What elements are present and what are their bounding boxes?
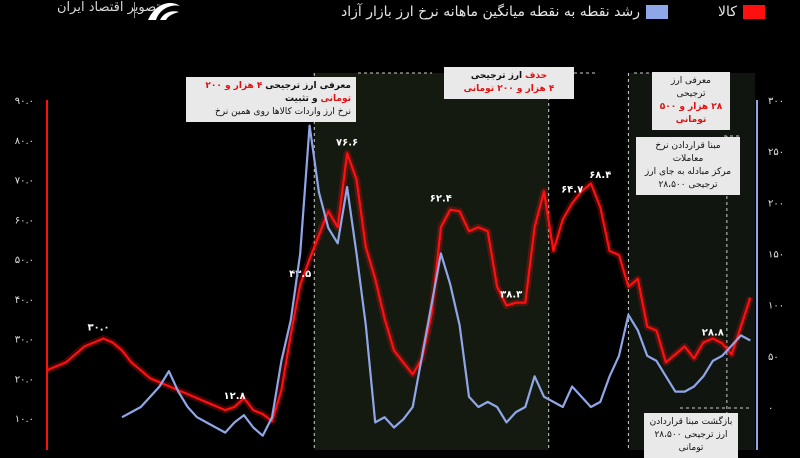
left-axis-tick-label: ۹۰.۰ (15, 96, 34, 107)
annotation-line: مبنا قراردادن نرخ معاملات (655, 141, 721, 164)
right-axis-tick-label: ۰ (768, 403, 773, 414)
annotation-line: نرخ ارز واردات کالاها روی همین نرخ (215, 107, 351, 117)
period-shade-4200 (314, 73, 549, 450)
right-axis-tick-label: ۱۰۰ (768, 301, 784, 312)
right-axis-tick-label: ۲۵۰ (768, 147, 784, 158)
left-axis-tick-label: ۶۰.۰ (15, 215, 34, 226)
annotation-line: بازگشت مبنا قراردادن (649, 417, 733, 427)
right-axis-tick-label: ۲۰۰ (768, 198, 784, 209)
data-label: ۲۸.۸ (702, 327, 724, 338)
annotation-text-highlight: ۲۸ هزار و ۵۰۰ تومانی (659, 102, 723, 125)
annotation-line: حذف ارز ترجیحی (449, 70, 569, 83)
annotation-line: ارز ترجیحی ۲۸،۵۰۰ (654, 430, 728, 440)
data-label: ۳۸.۳ (500, 290, 522, 301)
left-axis-tick-label: ۴۰.۰ (15, 295, 34, 306)
annotation-text: و تثبیت (285, 94, 318, 104)
legend-item-fx-growth: رشد نقطه به نقطه میانگین ماهانه نرخ ارز … (335, 2, 668, 22)
left-axis-tick-label: ۵۰.۰ (15, 255, 34, 266)
annotation-box-exchange-center-rate: مبنا قراردادن نرخ معاملات مرکز مبادله به… (636, 137, 740, 195)
brand-logo-icon (148, 2, 180, 20)
series-line-commodity (46, 152, 752, 423)
left-axis-tick-label: ۳۰.۰ (15, 335, 34, 346)
annotation-line: مرکز مبادله به جای ارز (644, 167, 732, 177)
data-label: ۳۰.۰ (88, 323, 110, 334)
brand-name: تصویر اقتصاد ایران (57, 0, 160, 15)
annotation-text: ارز ترجیحی (470, 71, 523, 81)
legend-label-commodity: کالا (718, 4, 737, 20)
annotation-text-highlight: حذف (525, 71, 548, 81)
annotation-text-highlight: ۴ هزار و ۲۰۰ تومانی (463, 84, 555, 94)
annotation-line: معرفی ارز ترجیحی ۴ هزار و ۲۰۰ تومانی و ت… (191, 80, 351, 106)
brand-divider (134, 2, 135, 18)
left-axis-tick-label: ۲۰.۰ (15, 374, 34, 385)
annotation-line: تومانی (678, 443, 704, 453)
annotation-line: ترجیحی ۲۸،۵۰۰ (658, 180, 718, 190)
data-label: ۶۴.۷ (561, 185, 583, 196)
legend-swatch-commodity (742, 5, 765, 19)
left-axis-tick-label: ۸۰.۰ (15, 136, 34, 147)
annotation-line: معرفی ارز ترجیحی (671, 76, 711, 99)
annotation-text-highlight: ۴ هزار و ۲۰۰ تومانی (205, 81, 351, 104)
legend-label-fx-growth: رشد نقطه به نقطه میانگین ماهانه نرخ ارز … (341, 4, 640, 20)
data-label: ۷۶.۶ (336, 137, 358, 148)
series-line-fx-growth (121, 124, 751, 437)
legend-swatch-fx-growth (645, 5, 668, 19)
annotation-text: معرفی ارز ترجیحی (265, 81, 351, 91)
right-axis-tick-label: ۱۵۰ (768, 250, 784, 261)
legend-item-commodity: کالا (712, 2, 765, 22)
data-label: ۶۲.۴ (430, 194, 452, 205)
annotation-box-return-28500: بازگشت مبنا قراردادن ارز ترجیحی ۲۸،۵۰۰ ت… (644, 413, 738, 458)
right-axis-tick-label: ۳۰۰ (768, 96, 784, 107)
data-label: ۱۲.۸ (223, 391, 245, 402)
data-label: ۶۸.۴ (589, 170, 611, 181)
annotation-box-preferred-4200: معرفی ارز ترجیحی ۴ هزار و ۲۰۰ تومانی و ت… (186, 77, 356, 122)
annotation-box-remove-4200: حذف ارز ترجیحی ۴ هزار و ۲۰۰ تومانی (444, 67, 574, 99)
data-label: ۴۳.۵ (289, 269, 311, 280)
left-axis-tick-label: ۷۰.۰ (15, 176, 34, 187)
annotation-box-preferred-28500: معرفی ارز ترجیحی ۲۸ هزار و ۵۰۰ تومانی (652, 72, 730, 130)
left-axis-tick-label: ۱۰.۰ (15, 414, 34, 425)
right-axis-tick-label: ۵۰ (768, 352, 779, 363)
